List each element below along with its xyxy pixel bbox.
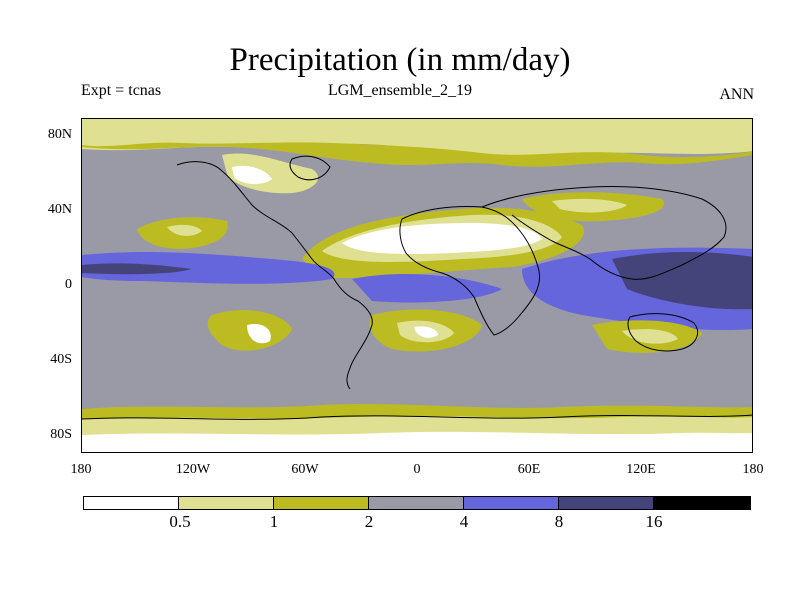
africa-coast xyxy=(399,206,540,336)
arctic-dry-band xyxy=(82,119,752,160)
colorbar-swatch-2 xyxy=(178,496,274,510)
namerica-dry xyxy=(167,224,202,236)
precipitation-map xyxy=(81,118,753,453)
americas-coast xyxy=(176,161,373,390)
eastern-pacific-core xyxy=(82,263,192,275)
run-label: LGM_ensemble_2_19 xyxy=(328,82,472,99)
atlantic-wet xyxy=(352,274,502,303)
colorbar-swatch-3 xyxy=(273,496,369,510)
colorbar-swatch-6 xyxy=(558,496,654,510)
colorbar-label-4: 4 xyxy=(459,512,469,531)
colorbar-label-1: 0.5 xyxy=(169,512,191,531)
colorbar-swatch-1 xyxy=(83,496,179,510)
arctic-olive-band xyxy=(82,142,752,167)
lat-label-80s: 80S xyxy=(50,427,72,442)
lon-label-60e: 60E xyxy=(517,462,541,477)
colorbar-swatch-5 xyxy=(463,496,559,510)
colorbar-label-3: 2 xyxy=(364,512,374,531)
lon-label-0: 0 xyxy=(413,462,421,477)
s-pacific-core xyxy=(247,323,271,344)
sahara-core xyxy=(342,223,542,254)
lon-label-60w: 60W xyxy=(291,462,319,477)
lon-label-120w: 120W xyxy=(175,462,211,477)
warm-pool-core xyxy=(612,252,752,310)
antarctic-core xyxy=(82,431,752,452)
lat-label-eq: 0 xyxy=(65,277,72,292)
experiment-label: Expt = tcnas xyxy=(81,82,162,99)
colorbar-label-5: 8 xyxy=(554,512,564,531)
lat-label-80n: 80N xyxy=(47,127,72,142)
colorbar-swatch-4 xyxy=(368,496,464,510)
greenland-dry xyxy=(222,153,319,194)
lon-label-120e: 120E xyxy=(626,462,656,477)
storm-track xyxy=(82,356,752,381)
lon-label-180e: 180 xyxy=(742,462,764,477)
colorbar-label-6: 16 xyxy=(645,512,663,531)
coastlines xyxy=(82,155,752,420)
colorbar-label-2: 1 xyxy=(269,512,279,531)
antarctica-coast xyxy=(82,414,752,420)
asia-dry xyxy=(552,198,627,213)
season-label: ANN xyxy=(719,86,754,103)
greenland-core xyxy=(232,165,272,185)
australia-coast xyxy=(627,313,698,352)
australia-dry xyxy=(622,329,678,344)
colorbar-swatch-7 xyxy=(653,496,751,510)
lat-label-40n: 40N xyxy=(47,202,72,217)
s-atlantic-core xyxy=(414,326,438,338)
eurasia-coast xyxy=(481,186,727,280)
lat-label-40s: 40S xyxy=(50,352,72,367)
plot-title: Precipitation (in mm/day) xyxy=(229,42,571,78)
eastern-pacific-wet xyxy=(82,252,335,284)
lon-label-180w: 180 xyxy=(70,462,92,477)
map-canvas xyxy=(82,119,752,452)
greenland-coast xyxy=(289,155,331,181)
